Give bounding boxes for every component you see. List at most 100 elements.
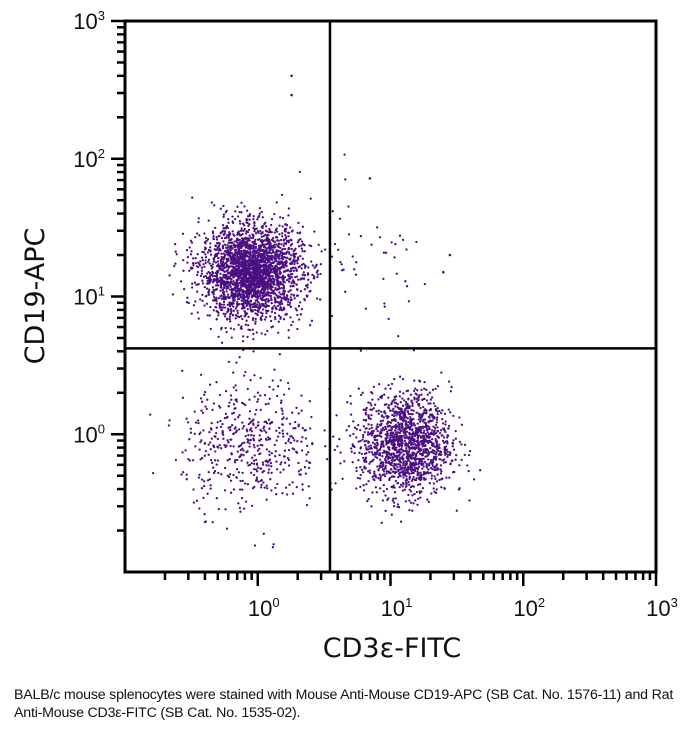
data-point <box>227 221 230 224</box>
data-point <box>430 429 434 432</box>
data-point <box>241 317 244 321</box>
data-point <box>279 307 283 310</box>
data-point <box>214 248 217 251</box>
data-point <box>393 410 396 413</box>
data-point <box>432 402 436 405</box>
data-point <box>359 485 362 489</box>
data-point <box>374 474 377 477</box>
data-point <box>254 245 258 249</box>
data-point <box>221 430 224 433</box>
data-point <box>262 469 266 473</box>
data-point <box>440 434 443 437</box>
data-point <box>271 264 274 268</box>
data-point <box>268 385 271 389</box>
data-point <box>381 455 384 458</box>
data-point <box>384 457 387 461</box>
data-point <box>390 441 393 444</box>
data-point <box>223 256 226 259</box>
data-point <box>222 300 226 304</box>
data-point <box>420 474 423 477</box>
data-point <box>443 450 447 453</box>
data-point <box>231 283 235 286</box>
data-point <box>229 479 233 482</box>
data-point <box>266 487 269 490</box>
data-point <box>276 385 280 388</box>
data-point <box>231 215 234 218</box>
data-point <box>209 487 212 490</box>
data-point <box>407 398 410 401</box>
data-point <box>300 244 303 247</box>
data-point <box>436 426 439 429</box>
data-point <box>214 284 218 287</box>
data-point <box>407 483 411 486</box>
data-point <box>332 435 335 438</box>
data-point <box>427 458 430 461</box>
data-point <box>250 461 253 465</box>
data-point <box>298 232 301 235</box>
data-point <box>269 287 272 290</box>
data-point <box>175 253 178 256</box>
data-point <box>226 246 229 249</box>
data-point <box>411 478 414 481</box>
data-point <box>202 496 205 500</box>
data-point <box>193 432 196 436</box>
data-point <box>388 440 391 443</box>
data-point <box>273 443 276 447</box>
data-point <box>414 461 418 464</box>
data-point <box>362 425 366 428</box>
data-point <box>405 475 408 478</box>
data-point <box>239 252 243 256</box>
data-point <box>447 427 450 430</box>
data-point <box>235 468 239 471</box>
data-point <box>432 417 435 420</box>
data-point <box>235 248 238 251</box>
data-point <box>416 474 419 477</box>
data-point <box>199 458 202 461</box>
tick-base: 10 <box>73 285 97 310</box>
data-point <box>267 238 271 241</box>
data-point <box>374 476 378 479</box>
data-point <box>375 491 378 494</box>
data-point <box>207 260 210 263</box>
data-point <box>246 430 249 433</box>
data-point <box>270 465 273 468</box>
data-point <box>431 448 434 452</box>
data-point <box>399 418 402 421</box>
data-point <box>189 253 193 256</box>
data-point <box>454 458 457 461</box>
data-point <box>282 244 285 247</box>
data-point <box>440 371 443 374</box>
data-point <box>238 293 241 296</box>
data-point <box>438 431 442 435</box>
data-point <box>379 464 382 468</box>
data-point <box>255 408 258 412</box>
data-point <box>225 527 229 530</box>
data-point <box>253 240 256 244</box>
data-point <box>440 486 443 489</box>
data-point <box>253 285 256 288</box>
data-point <box>212 402 216 405</box>
data-point <box>447 424 451 428</box>
data-point <box>411 453 414 457</box>
data-point <box>174 458 178 462</box>
data-point <box>433 449 436 453</box>
data-point <box>277 320 280 323</box>
data-point <box>255 476 259 479</box>
data-point <box>385 427 388 431</box>
data-point <box>186 296 189 299</box>
data-point <box>376 438 379 442</box>
data-point <box>256 444 259 447</box>
data-point <box>227 441 230 444</box>
data-point <box>377 425 380 429</box>
data-point <box>236 237 239 241</box>
data-point <box>397 423 401 427</box>
data-point <box>228 428 232 432</box>
data-point <box>261 232 264 235</box>
data-point <box>270 310 274 314</box>
data-point <box>319 263 322 266</box>
data-point <box>243 240 247 243</box>
data-point <box>300 394 303 397</box>
data-point <box>282 306 286 309</box>
data-point <box>269 271 272 274</box>
data-point <box>217 263 220 266</box>
